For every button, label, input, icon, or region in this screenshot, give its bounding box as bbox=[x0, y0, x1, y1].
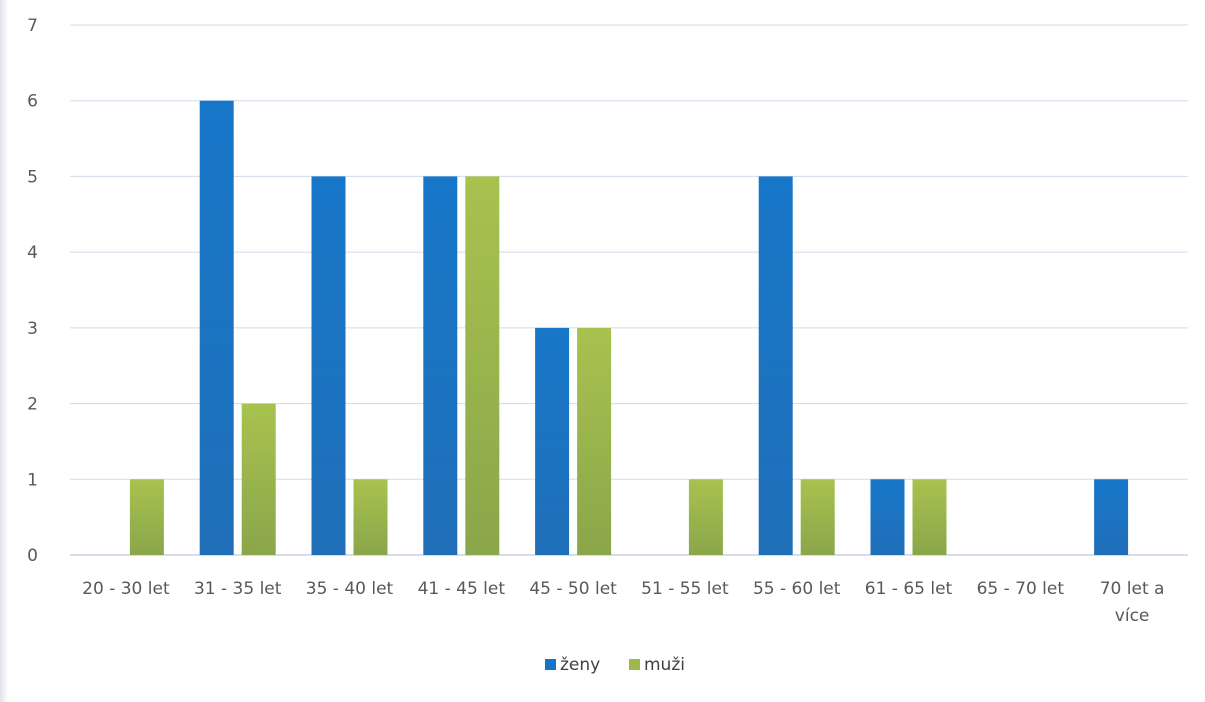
bar-muzi-1 bbox=[241, 403, 276, 555]
y-tick-label: 5 bbox=[27, 167, 38, 187]
bar-zeny-9 bbox=[1094, 479, 1129, 555]
legend-label-zeny: ženy bbox=[560, 655, 600, 675]
y-tick-label: 1 bbox=[27, 470, 38, 490]
left-edge-shadow bbox=[0, 0, 8, 702]
bar-muzi-4 bbox=[577, 327, 612, 555]
legend: ženy muži bbox=[545, 655, 685, 675]
bars bbox=[129, 100, 1129, 555]
x-tick-label: 61 - 65 let bbox=[865, 579, 953, 599]
bar-muzi-6 bbox=[800, 479, 835, 555]
y-tick-label: 4 bbox=[27, 243, 38, 263]
bar-muzi-2 bbox=[353, 479, 388, 555]
x-tick-label: 45 - 50 let bbox=[529, 579, 617, 599]
bar-zeny-6 bbox=[758, 176, 793, 555]
y-tick-label: 7 bbox=[27, 16, 38, 36]
bar-zeny-7 bbox=[870, 479, 905, 555]
x-tick-label: 35 - 40 let bbox=[306, 579, 394, 599]
x-tick-label: 51 - 55 let bbox=[641, 579, 729, 599]
x-tick-label: 55 - 60 let bbox=[753, 579, 841, 599]
bar-zeny-3 bbox=[423, 176, 458, 555]
x-tick-label: 70 let a bbox=[1100, 579, 1165, 599]
grid-layer bbox=[70, 24, 1188, 556]
x-tick-label: 31 - 35 let bbox=[194, 579, 282, 599]
bar-zeny-4 bbox=[535, 327, 570, 555]
legend-label-muzi: muži bbox=[644, 655, 685, 675]
y-tick-label: 6 bbox=[27, 92, 38, 112]
bar-zeny-2 bbox=[311, 176, 346, 555]
legend-swatch-zeny bbox=[545, 659, 556, 670]
bar-muzi-0 bbox=[129, 479, 164, 555]
legend-swatch-muzi bbox=[629, 659, 640, 670]
x-tick-label: 20 - 30 let bbox=[82, 579, 170, 599]
bar-zeny-1 bbox=[199, 100, 234, 555]
bar-muzi-5 bbox=[688, 479, 723, 555]
y-tick-label: 3 bbox=[27, 319, 38, 339]
bar-muzi-7 bbox=[912, 479, 947, 555]
y-axis: 0 1 2 3 4 5 6 7 bbox=[27, 16, 38, 566]
y-tick-label: 2 bbox=[27, 395, 38, 415]
y-tick-label: 0 bbox=[27, 546, 38, 566]
x-axis: 20 - 30 let 31 - 35 let 35 - 40 let 41 - 45… bbox=[82, 579, 1164, 626]
bar-muzi-3 bbox=[465, 176, 500, 555]
x-tick-label: více bbox=[1115, 606, 1150, 626]
x-tick-label: 41 - 45 let bbox=[418, 579, 506, 599]
x-tick-label: 65 - 70 let bbox=[977, 579, 1065, 599]
